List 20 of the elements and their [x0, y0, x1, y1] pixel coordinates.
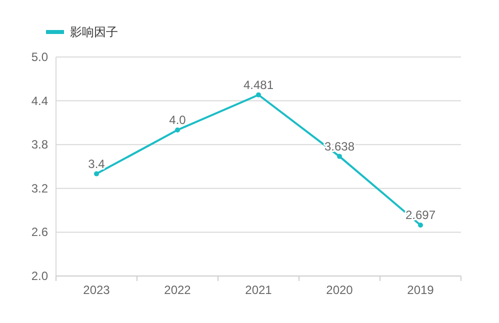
- legend-label: 影响因子: [70, 25, 118, 39]
- y-tick-label: 5.0: [31, 50, 48, 64]
- point: [175, 128, 180, 132]
- point: [418, 222, 423, 228]
- point: [94, 171, 99, 176]
- x-tick-label: 2020: [326, 283, 354, 297]
- y-tick-label: 2.0: [31, 269, 48, 283]
- y-tick-label: 2.6: [31, 225, 48, 240]
- data-label: 3.4: [88, 156, 106, 171]
- y-tick-label: 4.4: [31, 94, 48, 108]
- data-label: 4.0: [169, 113, 186, 127]
- x-tick-label: 2022: [164, 283, 192, 297]
- y-tick-label: 3.8: [31, 138, 48, 152]
- point: [256, 92, 261, 98]
- x-tick-label: 2021: [245, 283, 272, 297]
- x-tick-label: 2019: [407, 283, 434, 297]
- point: [337, 154, 342, 159]
- y-tick-label: 3.2: [31, 181, 48, 196]
- x-tick-label: 2023: [83, 283, 110, 297]
- data-label: 4.481: [243, 78, 274, 92]
